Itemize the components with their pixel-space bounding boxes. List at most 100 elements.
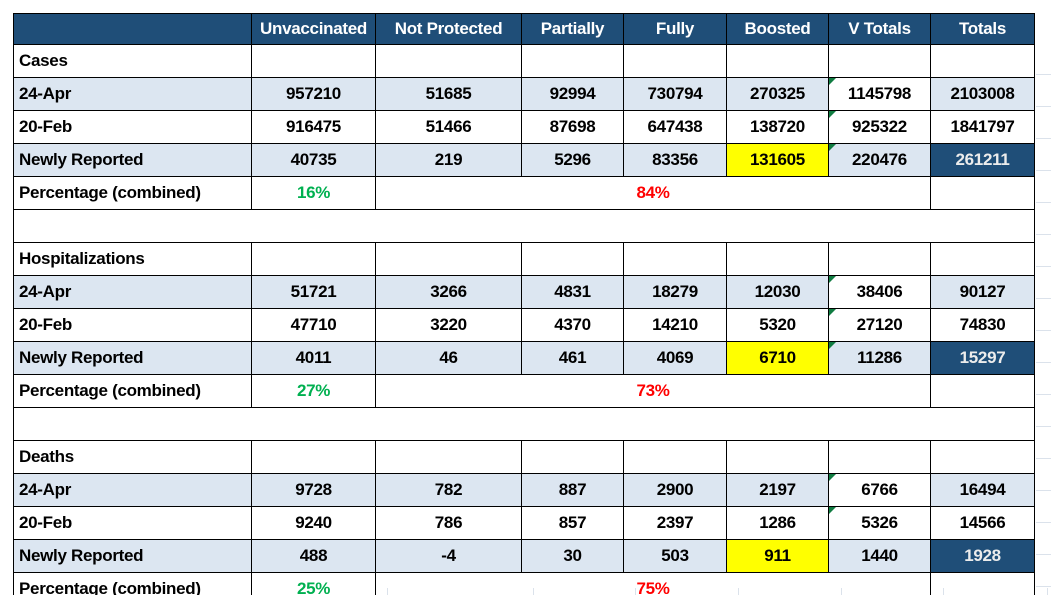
empty-cell[interactable] [251, 242, 376, 276]
data-cell-totals[interactable]: 2103008 [930, 77, 1035, 111]
empty-cell[interactable] [251, 440, 376, 474]
data-cell[interactable]: 9240 [251, 506, 376, 540]
data-cell[interactable]: 887 [521, 473, 624, 507]
data-cell[interactable]: 5296 [521, 143, 624, 177]
data-cell[interactable]: 503 [623, 539, 727, 573]
data-cell[interactable]: 87698 [521, 110, 624, 144]
data-cell-totals[interactable]: 16494 [930, 473, 1035, 507]
empty-cell[interactable] [828, 242, 931, 276]
data-cell-boosted-highlight[interactable]: 131605 [726, 143, 829, 177]
data-cell[interactable]: 782 [375, 473, 522, 507]
empty-cell[interactable] [623, 44, 727, 78]
unvaccinated-percentage-cell[interactable]: 16% [251, 176, 376, 210]
data-cell-totals[interactable]: 1928 [930, 539, 1035, 573]
data-cell[interactable]: 138720 [726, 110, 829, 144]
empty-cell[interactable] [930, 242, 1035, 276]
data-cell-totals[interactable]: 15297 [930, 341, 1035, 375]
data-cell-totals[interactable]: 261211 [930, 143, 1035, 177]
row-label[interactable]: 20-Feb [13, 506, 252, 540]
header-cell-fully[interactable]: Fully [623, 13, 727, 45]
data-cell[interactable]: 461 [521, 341, 624, 375]
data-cell[interactable]: 3220 [375, 308, 522, 342]
data-cell[interactable]: 270325 [726, 77, 829, 111]
empty-cell[interactable] [930, 374, 1035, 408]
unvaccinated-percentage-cell[interactable]: 27% [251, 374, 376, 408]
data-cell[interactable]: 40735 [251, 143, 376, 177]
data-cell[interactable]: 14210 [623, 308, 727, 342]
data-cell[interactable]: 730794 [623, 77, 727, 111]
data-cell[interactable]: 92994 [521, 77, 624, 111]
data-cell[interactable]: 2900 [623, 473, 727, 507]
data-cell-v-totals[interactable]: 1145798 [828, 77, 931, 111]
empty-cell[interactable] [828, 44, 931, 78]
data-cell[interactable]: 2397 [623, 506, 727, 540]
header-cell-not-protected[interactable]: Not Protected [375, 13, 522, 45]
data-cell[interactable]: 46 [375, 341, 522, 375]
section-title[interactable]: Hospitalizations [13, 242, 252, 276]
data-cell-v-totals[interactable]: 5326 [828, 506, 931, 540]
data-cell-v-totals[interactable]: 38406 [828, 275, 931, 309]
empty-cell[interactable] [930, 176, 1035, 210]
data-cell-v-totals[interactable]: 27120 [828, 308, 931, 342]
data-cell[interactable]: 3266 [375, 275, 522, 309]
row-label[interactable]: Newly Reported [13, 539, 252, 573]
unvaccinated-percentage-cell[interactable]: 25% [251, 572, 376, 595]
empty-cell[interactable] [521, 440, 624, 474]
data-cell[interactable]: 30 [521, 539, 624, 573]
header-cell-totals[interactable]: Totals [930, 13, 1035, 45]
data-cell[interactable]: 18279 [623, 275, 727, 309]
empty-cell[interactable] [375, 44, 522, 78]
row-label[interactable]: 24-Apr [13, 275, 252, 309]
empty-cell[interactable] [726, 242, 829, 276]
data-cell-totals[interactable]: 14566 [930, 506, 1035, 540]
data-cell[interactable]: 4069 [623, 341, 727, 375]
data-cell[interactable]: -4 [375, 539, 522, 573]
data-cell[interactable]: 1286 [726, 506, 829, 540]
data-cell[interactable]: 647438 [623, 110, 727, 144]
vaccinated-percentage-cell[interactable]: 73% [375, 374, 931, 408]
data-cell[interactable]: 488 [251, 539, 376, 573]
empty-cell[interactable] [726, 440, 829, 474]
data-cell[interactable]: 2197 [726, 473, 829, 507]
data-cell[interactable]: 4831 [521, 275, 624, 309]
data-cell[interactable]: 83356 [623, 143, 727, 177]
empty-cell[interactable] [828, 440, 931, 474]
data-cell[interactable]: 51721 [251, 275, 376, 309]
empty-cell[interactable] [930, 44, 1035, 78]
row-label[interactable]: Newly Reported [13, 341, 252, 375]
empty-cell[interactable] [251, 44, 376, 78]
data-cell[interactable]: 5320 [726, 308, 829, 342]
data-cell-boosted-highlight[interactable]: 6710 [726, 341, 829, 375]
data-cell-v-totals[interactable]: 220476 [828, 143, 931, 177]
data-cell[interactable]: 786 [375, 506, 522, 540]
empty-cell[interactable] [930, 440, 1035, 474]
row-label[interactable]: 20-Feb [13, 110, 252, 144]
data-cell-v-totals[interactable]: 925322 [828, 110, 931, 144]
data-cell-v-totals[interactable]: 11286 [828, 341, 931, 375]
empty-cell[interactable] [726, 44, 829, 78]
section-title[interactable]: Deaths [13, 440, 252, 474]
row-label[interactable]: 24-Apr [13, 77, 252, 111]
data-cell[interactable]: 957210 [251, 77, 376, 111]
row-label[interactable]: Percentage (combined) [13, 176, 252, 210]
empty-cell[interactable] [623, 440, 727, 474]
row-label[interactable]: Percentage (combined) [13, 572, 252, 595]
data-cell[interactable]: 12030 [726, 275, 829, 309]
data-cell-totals[interactable]: 1841797 [930, 110, 1035, 144]
data-cell-v-totals[interactable]: 1440 [828, 539, 931, 573]
header-cell-v-totals[interactable]: V Totals [828, 13, 931, 45]
data-cell[interactable]: 916475 [251, 110, 376, 144]
data-cell-totals[interactable]: 90127 [930, 275, 1035, 309]
empty-cell[interactable] [521, 242, 624, 276]
header-cell-blank[interactable] [13, 13, 252, 45]
row-label[interactable]: 20-Feb [13, 308, 252, 342]
section-title[interactable]: Cases [13, 44, 252, 78]
data-cell[interactable]: 857 [521, 506, 624, 540]
header-cell-boosted[interactable]: Boosted [726, 13, 829, 45]
header-cell-unvaccinated[interactable]: Unvaccinated [251, 13, 376, 45]
spacer-cell[interactable] [13, 209, 1035, 243]
row-label[interactable]: 24-Apr [13, 473, 252, 507]
data-cell[interactable]: 47710 [251, 308, 376, 342]
vaccinated-percentage-cell[interactable]: 84% [375, 176, 931, 210]
data-cell[interactable]: 9728 [251, 473, 376, 507]
